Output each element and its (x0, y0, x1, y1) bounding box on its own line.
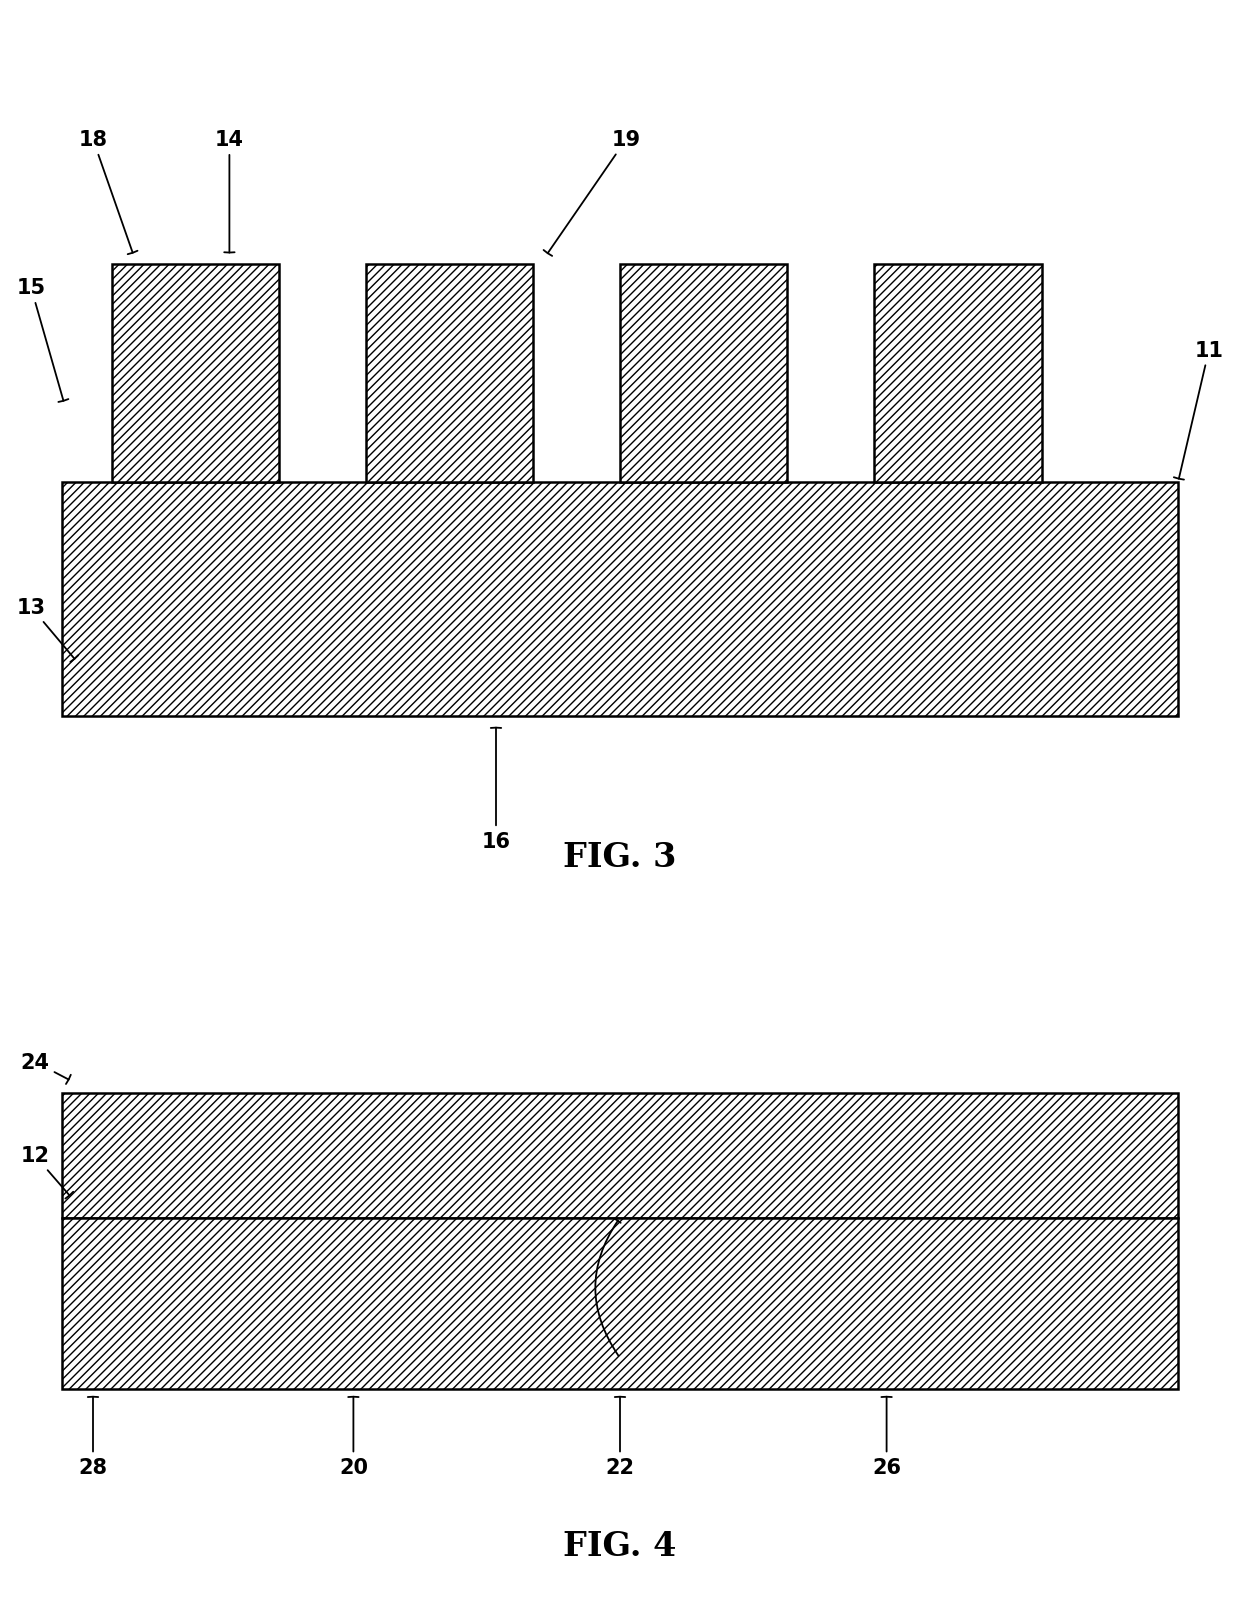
Bar (62, 484, 1178, 717)
Text: 13: 13 (16, 597, 78, 662)
Text: 12: 12 (20, 1146, 73, 1199)
Bar (112, 265, 279, 484)
Bar (620, 265, 787, 484)
Text: 26: 26 (872, 1397, 901, 1477)
Bar (62, 1094, 1178, 1217)
Text: 14: 14 (215, 130, 244, 253)
Text: 22: 22 (605, 1397, 635, 1477)
Text: FIG. 4: FIG. 4 (563, 1529, 677, 1561)
Text: 19: 19 (543, 130, 641, 256)
Text: 16: 16 (481, 729, 511, 852)
Text: 28: 28 (78, 1397, 108, 1477)
Text: 24: 24 (20, 1052, 71, 1084)
Text: 20: 20 (339, 1397, 368, 1477)
Text: 18: 18 (78, 130, 138, 255)
Text: 11: 11 (1174, 341, 1224, 480)
Bar (874, 265, 1042, 484)
Text: 15: 15 (16, 278, 68, 403)
Bar (62, 1217, 1178, 1389)
Bar (366, 265, 533, 484)
Text: FIG. 3: FIG. 3 (563, 841, 677, 873)
